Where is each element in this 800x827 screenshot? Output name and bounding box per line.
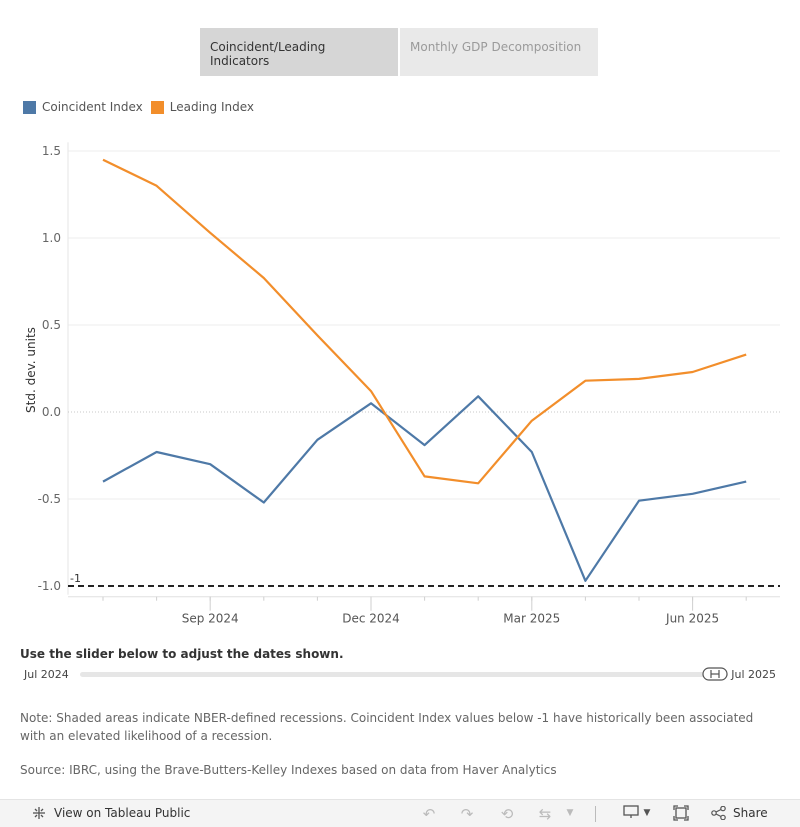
legend-label-coincident: Coincident Index [42,100,143,114]
undo-icon[interactable]: ↶ [422,805,436,823]
legend-swatch-coincident [23,100,36,114]
slider-handle[interactable] [702,667,728,681]
download-dropdown-icon[interactable]: ▼ [643,808,651,818]
chart-legend: Coincident Index Leading Index [23,100,262,114]
legend-item-leading[interactable]: Leading Index [150,100,254,114]
legend-label-leading: Leading Index [169,100,254,114]
download-icon[interactable] [622,805,640,823]
y-tick-label: 1.0 [42,231,61,245]
legend-item-coincident[interactable]: Coincident Index [23,100,143,114]
tableau-toolbar: View on Tableau Public ↶ ↷ ⟲ ⇆ ▼ ▼ Share [0,799,800,827]
x-tick-label: Dec 2024 [342,612,400,626]
view-on-tableau-label: View on Tableau Public [54,806,191,820]
view-on-tableau-link[interactable]: View on Tableau Public [32,806,190,820]
share-icon [711,806,726,820]
slider-title: Use the slider below to adjust the dates… [20,647,344,661]
slider-start-label: Jul 2024 [24,668,69,681]
y-tick-label: -1.0 [38,579,61,593]
refresh-icon[interactable]: ⇆ [538,805,552,823]
redo-icon[interactable]: ↷ [460,805,474,823]
slider-track[interactable] [80,672,728,677]
refresh-dropdown-icon[interactable]: ▼ [566,808,574,818]
slider-end-label: Jul 2025 [731,668,776,681]
tableau-logo-icon [33,807,45,819]
x-tick-label: Mar 2025 [503,612,560,626]
series-line-leading [102,158,747,485]
tab-coincident-leading[interactable]: Coincident/Leading Indicators [200,28,398,76]
series-line-coincident [102,395,747,582]
share-label: Share [733,806,768,820]
y-tick-label: 0.0 [42,405,61,419]
revert-icon[interactable]: ⟲ [500,805,514,823]
tab-monthly-gdp[interactable]: Monthly GDP Decomposition [400,28,598,76]
x-tick-label: Sep 2024 [182,612,239,626]
y-tick-label: 0.5 [42,318,61,332]
chart-source: Source: IBRC, using the Brave-Butters-Ke… [20,763,557,777]
x-tick-label: Jun 2025 [665,612,719,626]
y-tick-label: -0.5 [38,492,61,506]
date-slider: Jul 2024 Jul 2025 [20,667,780,683]
fullscreen-icon[interactable] [672,805,690,823]
legend-swatch-leading [150,100,164,114]
share-button[interactable]: Share [711,806,768,820]
y-tick-label: 1.5 [42,144,61,158]
recession-threshold-label: -1 [70,572,81,585]
chart-note: Note: Shaded areas indicate NBER-defined… [20,711,754,743]
toolbar-separator [595,806,596,822]
line-chart: 1.5 1.0 0.5 0.0 -0.5 -1.0 Sep 2024 Dec 2024 Mar … [38,142,780,626]
view-tabs: Coincident/Leading Indicators Monthly GD… [200,28,600,76]
